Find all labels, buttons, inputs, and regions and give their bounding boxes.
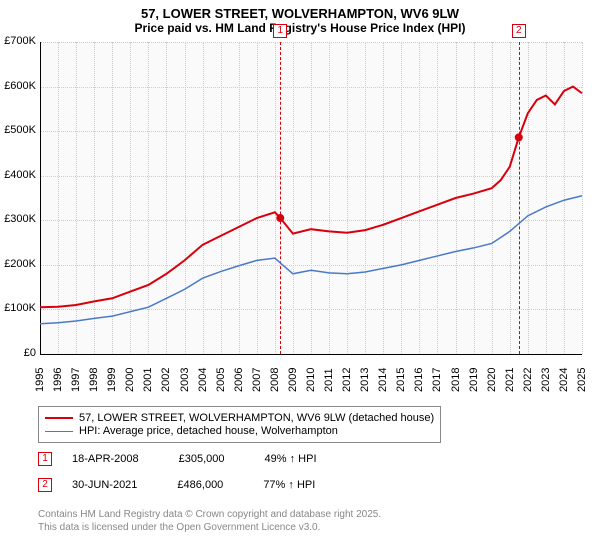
x-tick-label: 2016 bbox=[413, 364, 425, 392]
legend-swatch bbox=[45, 417, 73, 419]
x-tick-label: 2010 bbox=[305, 364, 317, 392]
info-row-2: 2 30-JUN-2021 £486,000 77% ↑ HPI bbox=[38, 478, 315, 492]
x-tick-label: 1997 bbox=[70, 364, 82, 392]
x-tick-label: 2013 bbox=[359, 364, 371, 392]
series-marker bbox=[276, 214, 284, 222]
legend-swatch bbox=[45, 431, 73, 432]
x-tick-label: 1995 bbox=[34, 364, 46, 392]
series-marker bbox=[515, 133, 523, 141]
x-tick-label: 2001 bbox=[142, 364, 154, 392]
series-line-1 bbox=[40, 196, 582, 324]
info-price: £486,000 bbox=[177, 479, 223, 491]
footer-line1: Contains HM Land Registry data © Crown c… bbox=[38, 508, 381, 521]
x-tick-label: 2011 bbox=[323, 364, 335, 392]
x-tick-label: 2002 bbox=[160, 364, 172, 392]
x-tick-label: 2017 bbox=[431, 364, 443, 392]
x-tick-label: 2006 bbox=[233, 364, 245, 392]
info-date: 30-JUN-2021 bbox=[72, 479, 137, 491]
x-tick-label: 2019 bbox=[468, 364, 480, 392]
info-delta: 77% ↑ HPI bbox=[263, 479, 315, 491]
info-row-1: 1 18-APR-2008 £305,000 49% ↑ HPI bbox=[38, 452, 317, 466]
footer-line2: This data is licensed under the Open Gov… bbox=[38, 521, 381, 534]
x-tick-label: 2025 bbox=[576, 364, 588, 392]
legend-label: HPI: Average price, detached house, Wolv… bbox=[79, 425, 338, 437]
info-marker-2: 2 bbox=[38, 478, 52, 492]
x-tick-label: 2022 bbox=[522, 364, 534, 392]
info-delta: 49% ↑ HPI bbox=[265, 453, 317, 465]
x-tick-label: 2018 bbox=[450, 364, 462, 392]
legend-row-0: 57, LOWER STREET, WOLVERHAMPTON, WV6 9LW… bbox=[45, 412, 434, 424]
legend-box: 57, LOWER STREET, WOLVERHAMPTON, WV6 9LW… bbox=[38, 406, 441, 443]
x-tick-label: 2021 bbox=[504, 364, 516, 392]
series-line-0 bbox=[40, 87, 582, 308]
x-tick-label: 1996 bbox=[52, 364, 64, 392]
x-tick-label: 2005 bbox=[215, 364, 227, 392]
x-tick-label: 2007 bbox=[251, 364, 263, 392]
x-tick-label: 2014 bbox=[377, 364, 389, 392]
info-marker-1: 1 bbox=[38, 452, 52, 466]
x-tick-label: 2004 bbox=[197, 364, 209, 392]
x-tick-label: 1998 bbox=[88, 364, 100, 392]
info-date: 18-APR-2008 bbox=[72, 453, 139, 465]
legend-label: 57, LOWER STREET, WOLVERHAMPTON, WV6 9LW… bbox=[79, 412, 434, 424]
x-tick-label: 2015 bbox=[395, 364, 407, 392]
footer-attribution: Contains HM Land Registry data © Crown c… bbox=[38, 508, 381, 534]
x-tick-label: 2020 bbox=[486, 364, 498, 392]
x-tick-label: 2008 bbox=[269, 364, 281, 392]
x-tick-label: 2003 bbox=[179, 364, 191, 392]
x-tick-label: 2024 bbox=[558, 364, 570, 392]
x-tick-label: 2009 bbox=[287, 364, 299, 392]
x-tick-label: 1999 bbox=[106, 364, 118, 392]
x-tick-label: 2000 bbox=[124, 364, 136, 392]
legend-row-1: HPI: Average price, detached house, Wolv… bbox=[45, 425, 434, 437]
chart-lines bbox=[0, 0, 600, 356]
x-tick-label: 2023 bbox=[540, 364, 552, 392]
x-tick-label: 2012 bbox=[341, 364, 353, 392]
info-price: £305,000 bbox=[179, 453, 225, 465]
